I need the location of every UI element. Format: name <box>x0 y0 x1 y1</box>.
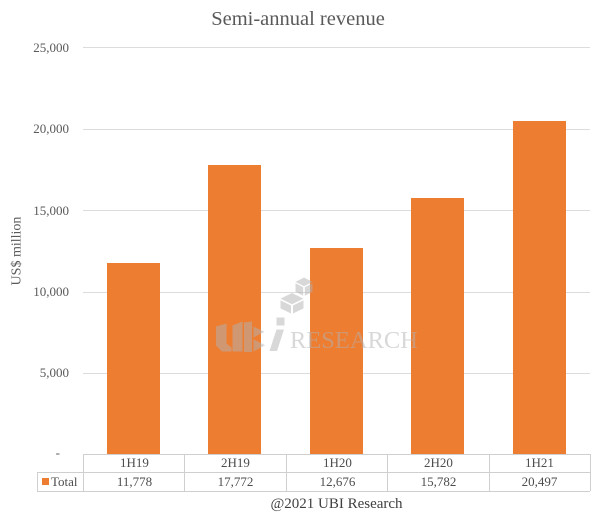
svg-text:RESEARCH: RESEARCH <box>290 327 418 354</box>
